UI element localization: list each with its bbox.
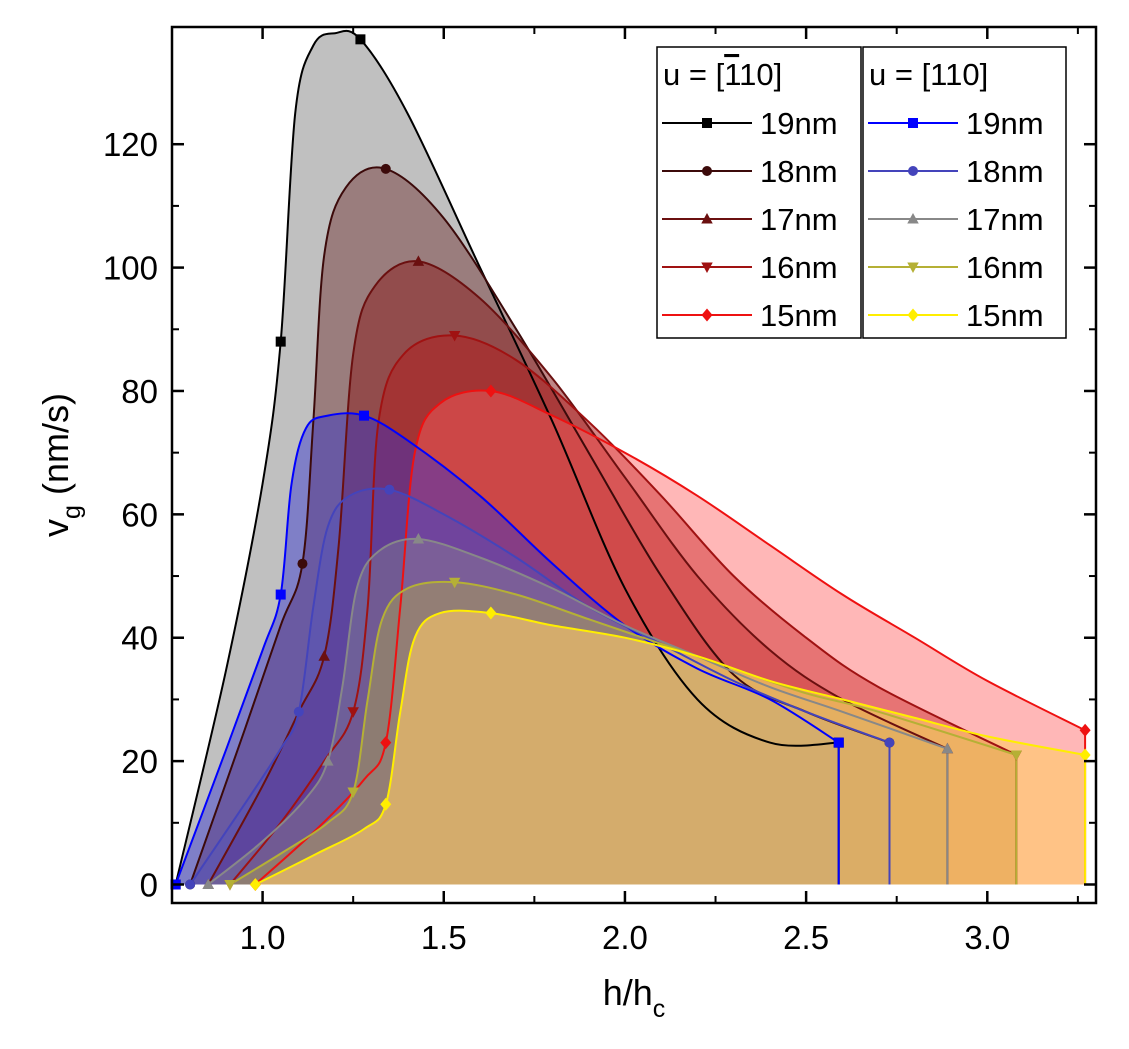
series-line-0-2 <box>207 260 949 885</box>
legend-marker-1-1 <box>908 166 918 176</box>
series-point-1-4-2 <box>485 606 497 620</box>
legend-label: 18nm <box>760 154 838 189</box>
series-point-1-4-3 <box>1079 748 1091 762</box>
legend-marker-0-3 <box>701 262 713 273</box>
y-tick-label: 20 <box>121 743 158 780</box>
legend-label: 15nm <box>760 298 838 333</box>
legend-label: 19nm <box>760 106 838 141</box>
series-point-1-1-2 <box>384 484 395 495</box>
legend-label: 19nm <box>966 106 1044 141</box>
plot-frame <box>170 25 1098 905</box>
series-areas <box>175 30 1086 885</box>
series-line-1-2 <box>207 537 949 886</box>
series-point-1-0-3 <box>833 737 844 748</box>
x-tick-label: 2.5 <box>783 919 829 956</box>
series-area-1-4 <box>255 610 1086 885</box>
series-line-0-4 <box>254 389 1087 886</box>
series-point-1-3-3 <box>1010 750 1023 761</box>
series-line-1-4 <box>254 609 1087 886</box>
series-point-1-1-3 <box>884 737 895 748</box>
y-tick-label: 40 <box>121 620 158 657</box>
legend-marker-1-2 <box>907 213 919 224</box>
y-tick-label: 80 <box>121 373 158 410</box>
series-point-0-2-2 <box>412 255 425 266</box>
y-tick-label: 0 <box>140 866 158 903</box>
axes: 0 20 40 60 80 100 120 1.0 1.5 2.0 2.5 3.0 <box>103 27 1096 956</box>
legend-marker-1-4 <box>907 308 919 322</box>
series-point-0-3-1 <box>347 707 359 718</box>
legend-box <box>862 46 1067 339</box>
legend: u = [110] 19nm 18nm 17nm 16nm 15nm u = [110] 19… <box>656 46 1067 339</box>
y-tick-label: 120 <box>103 126 158 163</box>
legend-label: 17nm <box>760 202 838 237</box>
series-point-1-4-1 <box>380 797 392 811</box>
y-tick-label: 60 <box>121 496 158 533</box>
series-point-1-2-1 <box>322 755 334 766</box>
x-tick-label: 1.0 <box>240 919 286 956</box>
series-point-1-3-0 <box>224 879 236 891</box>
x-axis-title: h/hc <box>603 972 666 1023</box>
series-point-1-0-2 <box>359 410 370 421</box>
series-point-0-2-1 <box>318 650 330 661</box>
legend-label: 15nm <box>966 298 1044 333</box>
legend-label: 18nm <box>966 154 1044 189</box>
series-point-1-2-2 <box>412 533 425 544</box>
series-point-0-0-2 <box>355 34 366 45</box>
series-point-0-1-1 <box>297 558 308 569</box>
x-tick-label: 3.0 <box>964 919 1010 956</box>
series-point-1-1-0 <box>185 879 196 890</box>
legend-marker-1-0 <box>908 118 918 128</box>
series-point-0-4-1 <box>380 736 392 750</box>
series-point-0-3-2 <box>448 330 461 342</box>
legend-title: u = [110] <box>869 57 988 92</box>
series-line-0-3 <box>229 334 1018 886</box>
series-point-1-4-0 <box>249 877 261 891</box>
legend-box <box>656 46 862 339</box>
series-point-1-0-1 <box>275 589 286 600</box>
series-point-0-0-1 <box>275 336 286 347</box>
series-point-1-2-3 <box>941 742 954 754</box>
series-markers <box>170 34 1091 891</box>
series-point-0-1-2 <box>380 163 391 174</box>
series-point-1-3-1 <box>347 787 359 798</box>
series-line-1-1 <box>189 487 891 886</box>
legend-marker-0-2 <box>701 213 713 224</box>
legend-title: u = [110] <box>663 57 782 92</box>
legend-label: 16nm <box>760 250 838 285</box>
series-point-1-1-1 <box>293 706 304 717</box>
legend-marker-0-4 <box>701 308 713 322</box>
x-tick-label: 1.5 <box>421 919 467 956</box>
y-axis-title: vg (nm/s) <box>35 393 86 537</box>
series-line-1-3 <box>229 580 1018 886</box>
series-point-0-4-3 <box>1079 723 1091 737</box>
legend-label: 17nm <box>966 202 1044 237</box>
legend-marker-0-0 <box>702 118 712 128</box>
x-tick-label: 2.0 <box>602 919 648 956</box>
series-point-1-3-2 <box>448 577 461 589</box>
legend-marker-1-3 <box>907 262 919 273</box>
y-tick-label: 100 <box>103 250 158 287</box>
legend-marker-0-1 <box>702 166 712 176</box>
series-point-1-2-0 <box>202 878 214 889</box>
series-point-0-4-2 <box>485 384 497 398</box>
legend-label: 16nm <box>966 250 1044 285</box>
